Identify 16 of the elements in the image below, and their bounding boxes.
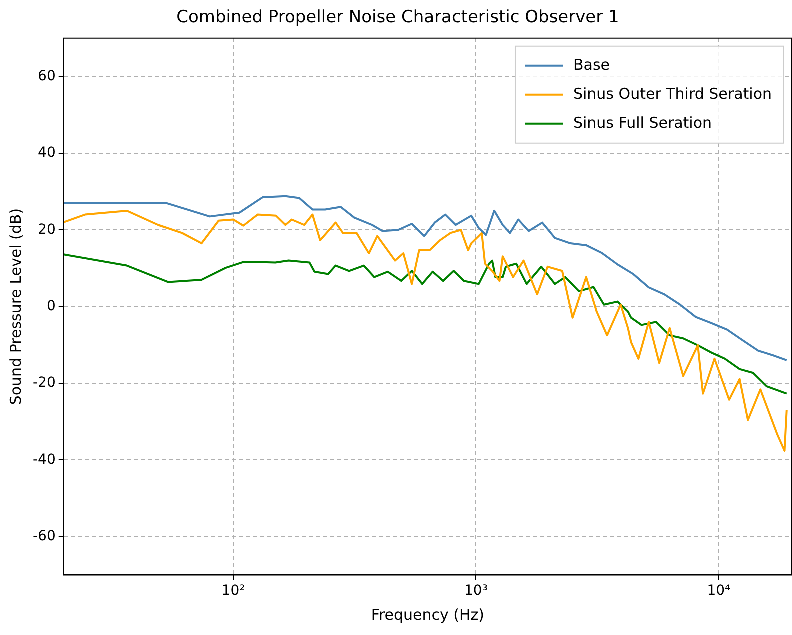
y-tick-label: 40 [38, 145, 56, 162]
x-tick-label: 10³ [464, 583, 488, 600]
y-tick-label: -60 [32, 528, 56, 544]
chart-title: Combined Propeller Noise Characteristic Observer 1 [176, 8, 620, 28]
legend-label: Sinus Full Seration [573, 114, 712, 132]
y-tick-label: 20 [38, 222, 56, 238]
legend-label: Sinus Outer Third Seration [573, 84, 772, 103]
y-tick-label: 0 [46, 298, 56, 314]
x-tick-label: 10⁴ [707, 583, 732, 600]
y-tick-label: -20 [32, 375, 56, 392]
y-tick-label: 60 [38, 68, 56, 84]
legend-label: Base [573, 56, 610, 74]
y-axis-title: Sound Pressure Level (dB) [6, 208, 25, 406]
x-axis-title: Frequency (Hz) [371, 606, 484, 624]
x-tick-label: 10² [222, 583, 246, 600]
y-tick-label: -40 [32, 452, 56, 468]
